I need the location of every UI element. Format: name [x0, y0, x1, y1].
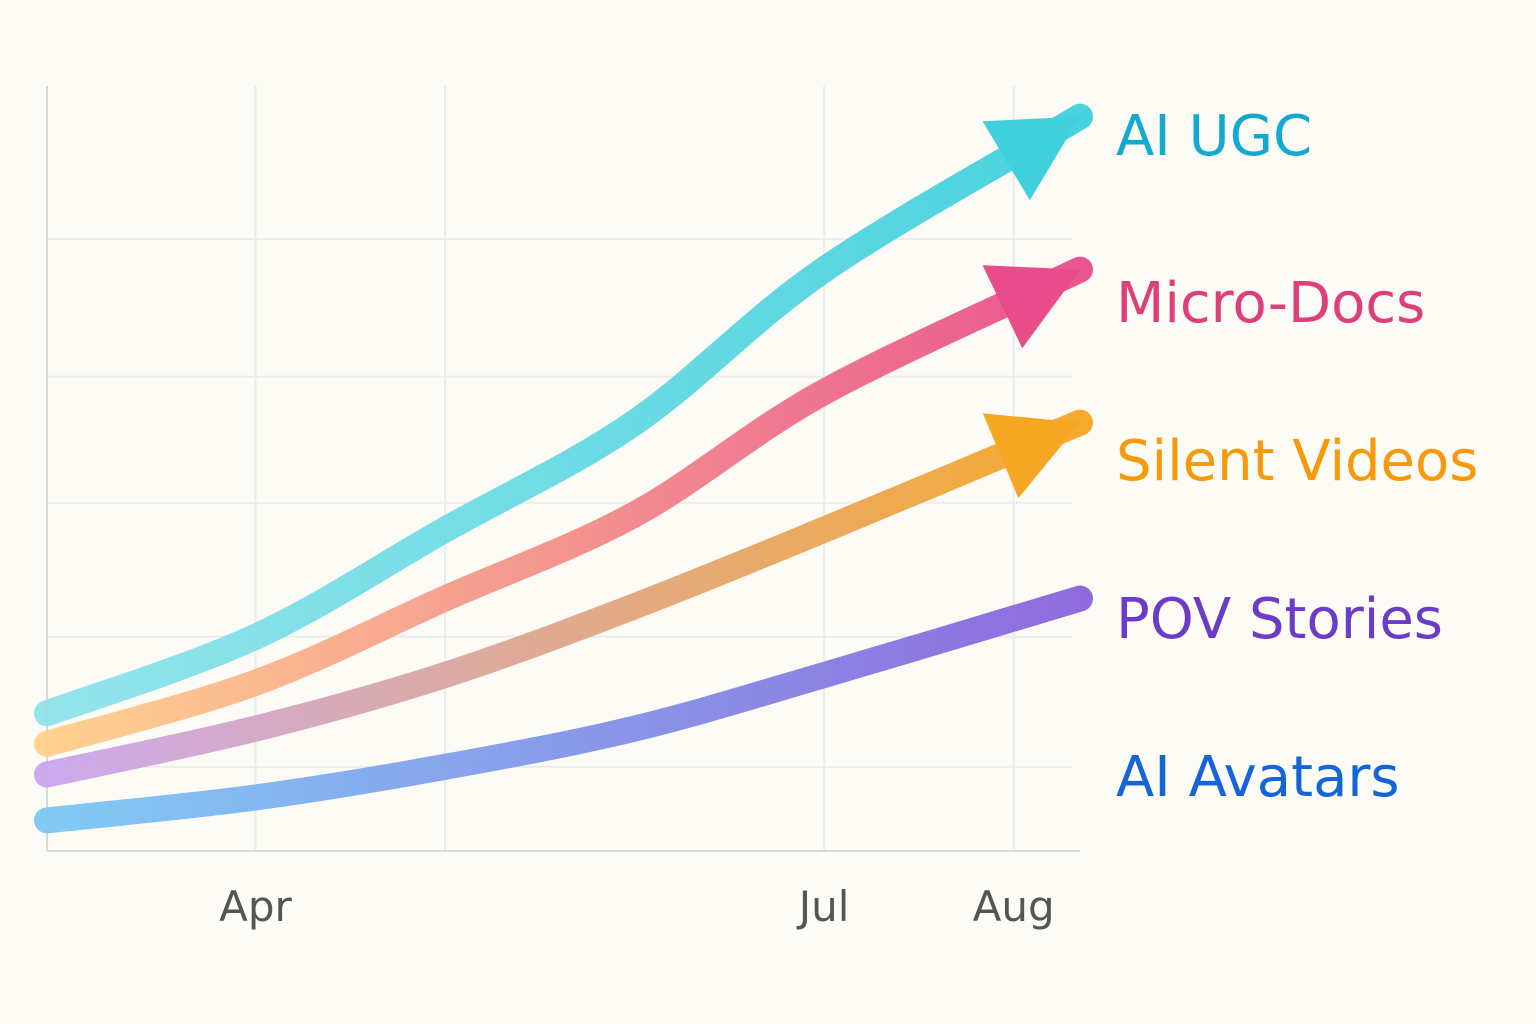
series-label-ai-ugc: AI UGC [1116, 104, 1312, 169]
series-labels: AI UGC Micro-Docs Silent Videos POV Stories… [1116, 104, 1478, 810]
series-layer [34, 103, 1093, 834]
series-label-pov-stories: POV Stories [1116, 587, 1443, 652]
series-arrowhead-ai-ugc [982, 116, 1080, 201]
series-line-micro-docs [34, 256, 1093, 757]
series-line-ai-ugc [34, 103, 1093, 727]
series-arrowhead-micro-docs [982, 265, 1080, 349]
x-tick-label: Jul [796, 882, 850, 931]
series-label-silent-videos: Silent Videos [1116, 429, 1478, 494]
series-line-silent-videos [34, 409, 1093, 788]
series-line-pov-stories [34, 585, 1093, 834]
series-arrowhead-silent-videos [982, 413, 1080, 499]
x-tick-labels: Apr Jul Aug [219, 882, 1055, 931]
x-tick-label: Apr [219, 882, 292, 931]
series-label-ai-avatars: AI Avatars [1116, 745, 1400, 810]
series-label-micro-docs: Micro-Docs [1116, 271, 1425, 336]
x-tick-label: Aug [973, 882, 1055, 931]
